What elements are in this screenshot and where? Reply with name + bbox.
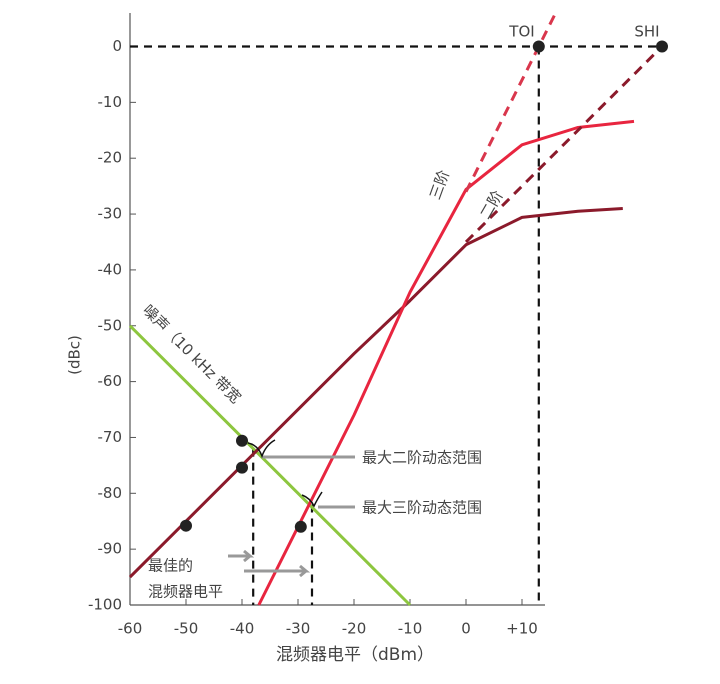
x-tick-label: -60	[118, 620, 143, 638]
x-tick-label: 0	[461, 620, 471, 638]
annotation: 最大二阶动态范围	[362, 449, 482, 467]
y-tick-label: -10	[98, 93, 123, 111]
x-tick-label: -20	[342, 620, 367, 638]
annotation: 三阶	[426, 168, 453, 202]
annotation: TOI	[508, 23, 534, 41]
bracket	[247, 439, 276, 459]
bracket	[301, 491, 323, 508]
y-tick-label: -20	[98, 149, 123, 167]
x-tick-label: -50	[174, 620, 199, 638]
curve	[257, 119, 635, 606]
y-tick-label: -70	[98, 428, 123, 446]
point	[532, 40, 545, 53]
y-tick-label: 0	[112, 37, 122, 55]
point	[294, 520, 307, 533]
annotation: SHI	[634, 23, 659, 41]
y-tick-label: -50	[98, 316, 123, 334]
curve	[128, 324, 412, 607]
y-tick-label: -30	[98, 205, 123, 223]
x-tick-label: +10	[506, 620, 538, 638]
x-tick-label: -30	[286, 620, 311, 638]
y-axis-label: (dBc)	[66, 335, 84, 375]
point	[656, 40, 668, 53]
annotation: 最大三阶动态范围	[362, 499, 482, 517]
annotation: 噪声（10 kHz 带宽	[139, 301, 245, 407]
point	[236, 461, 248, 474]
curve	[464, 45, 664, 244]
annotation: 混频器电平	[148, 583, 223, 601]
arrow	[228, 549, 255, 563]
y-tick-label: -40	[98, 260, 123, 278]
y-tick-label: -100	[88, 596, 122, 614]
arrow	[244, 564, 311, 578]
annotation: 最佳的	[148, 557, 193, 575]
x-axis-label: 混频器电平（dBm）	[276, 645, 434, 665]
y-tick-label: -80	[98, 484, 123, 502]
x-tick-label: -40	[230, 620, 255, 638]
point	[180, 519, 192, 532]
x-tick-label: -10	[398, 620, 423, 638]
y-tick-label: -90	[98, 540, 123, 558]
point	[236, 434, 248, 447]
curve	[128, 206, 623, 579]
y-tick-label: -60	[98, 372, 123, 390]
